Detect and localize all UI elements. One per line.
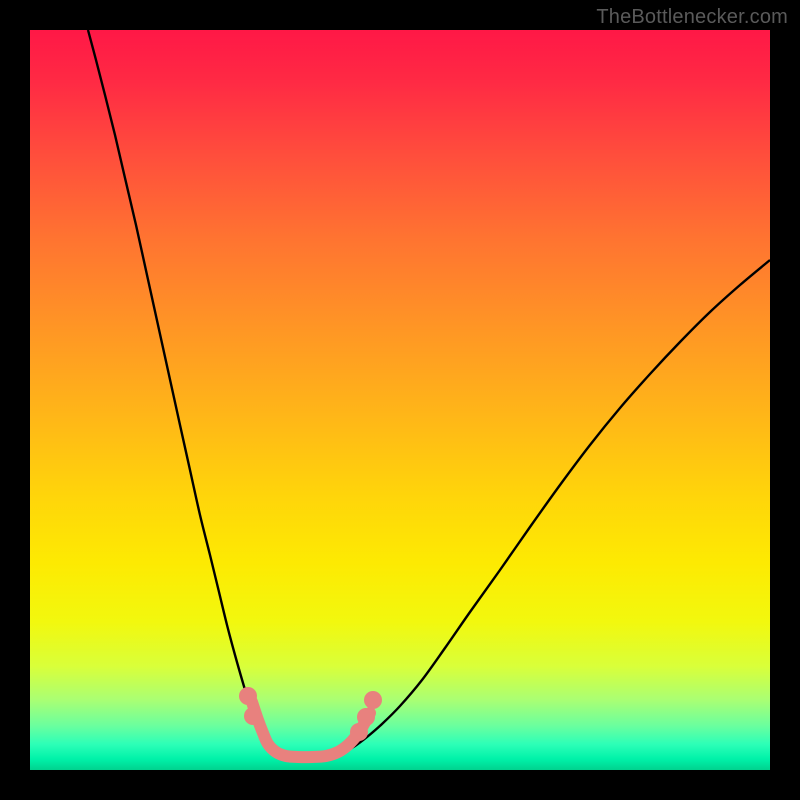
curve-layer xyxy=(0,0,800,800)
curve-right xyxy=(330,260,770,756)
curve-dot xyxy=(244,707,262,725)
curve-dot xyxy=(364,691,382,709)
curve-dot xyxy=(239,687,257,705)
watermark: TheBottlenecker.com xyxy=(596,6,788,29)
chart-stage: TheBottlenecker.com xyxy=(0,0,800,800)
curve-left xyxy=(88,30,275,754)
curve-dot xyxy=(357,708,375,726)
